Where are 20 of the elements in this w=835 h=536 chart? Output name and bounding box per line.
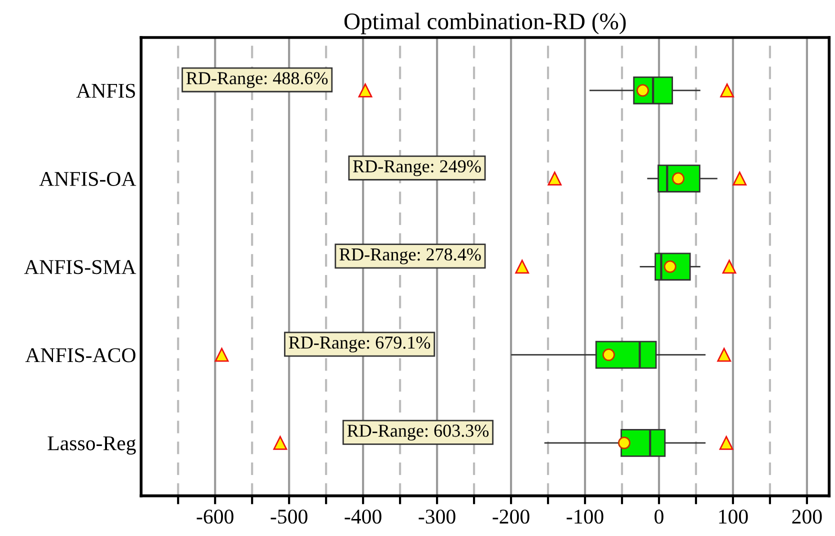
y-tick-label: ANFIS-ACO — [25, 348, 136, 362]
x-tick-label: -600 — [196, 510, 234, 524]
x-tick-label: 200 — [792, 510, 822, 524]
y-tick-label: ANFIS-OA — [39, 172, 136, 186]
x-tick-label: -400 — [344, 510, 382, 524]
x-tick-label: 0 — [654, 510, 664, 524]
annotation: RD-Range: 278.4% — [340, 248, 481, 264]
annotation: RD-Range: 249% — [353, 160, 481, 176]
y-tick-label: ANFIS — [76, 84, 135, 98]
y-tick-label: Lasso-Reg — [48, 436, 136, 455]
chart-title: Optimal combination-RD (%) — [344, 12, 626, 34]
x-tick-label: 100 — [719, 510, 748, 524]
x-tick-label: -100 — [566, 510, 604, 524]
x-tick-label: -300 — [418, 510, 456, 524]
y-tick-label: ANFIS-SMA — [24, 260, 136, 274]
annotation: RD-Range: 679.1% — [288, 336, 430, 352]
x-tick-label: -500 — [270, 510, 308, 524]
annotation: RD-Range: 603.3% — [347, 424, 489, 441]
x-tick-label: -200 — [492, 510, 530, 524]
annotation: RD-Range: 488.6% — [186, 72, 328, 88]
